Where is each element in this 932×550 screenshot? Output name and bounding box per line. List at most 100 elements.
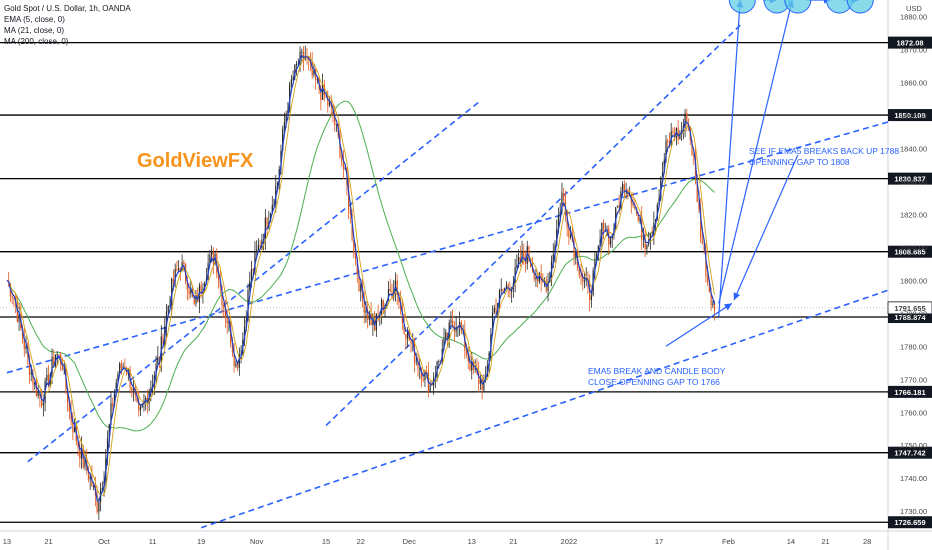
candle-body: [238, 354, 240, 368]
projection-circle[interactable]: [784, 0, 812, 14]
chart-title: Gold Spot / U.S. Dollar, 1h, OANDA: [4, 4, 131, 13]
current-price-tag[interactable]: [887, 301, 932, 315]
candle-body: [406, 329, 409, 339]
projection-arrow-down[interactable]: [718, 0, 744, 317]
candle-body: [344, 168, 346, 170]
current-price-label: 1791.655: [894, 304, 925, 313]
candle-body: [396, 280, 398, 296]
candle-body: [224, 307, 227, 318]
candle-body: [563, 192, 565, 200]
candle-body: [176, 268, 178, 271]
candle-body: [389, 289, 391, 292]
ema5-line[interactable]: [6, 54, 716, 502]
channel-line[interactable]: [27, 101, 480, 463]
indicator-ma200[interactable]: MA (200, close, 0): [4, 37, 69, 46]
y-tick-label: 1770.00: [900, 375, 927, 384]
x-tick-label: 14: [787, 537, 795, 546]
candle-body: [417, 361, 419, 369]
candle-body: [295, 64, 298, 66]
candle-body: [516, 265, 518, 268]
candle-body: [583, 280, 586, 282]
candle-body: [47, 374, 50, 387]
candle-body: [684, 113, 686, 127]
candle-body: [474, 368, 476, 370]
x-tick-label: 13: [468, 537, 476, 546]
candle-body: [700, 209, 702, 239]
candle-body: [568, 227, 570, 238]
candle-body: [53, 357, 55, 366]
level-price-tag[interactable]: [888, 36, 932, 49]
candle-body: [93, 486, 95, 488]
price-axis[interactable]: 1872.081850.1081830.8371808.6851788.8741…: [887, 12, 932, 529]
projection-circle[interactable]: [763, 0, 791, 14]
annotation-upper-line1: SEE IF EMA5 BREAKS BACK UP 1788: [749, 146, 899, 156]
candle-body: [667, 140, 669, 142]
candle-body: [710, 292, 712, 306]
projection-circle[interactable]: [825, 0, 853, 14]
channel-line[interactable]: [200, 289, 889, 529]
y-tick-label: 1760.00: [900, 408, 927, 417]
level-price-tag[interactable]: [888, 245, 932, 258]
candle-body: [132, 388, 135, 391]
candle-body: [528, 246, 530, 262]
candle-body: [701, 238, 704, 245]
candle-body: [119, 363, 121, 374]
projection-circle[interactable]: [846, 0, 874, 14]
level-price-tag[interactable]: [888, 516, 932, 529]
candle-body: [257, 245, 260, 250]
level-price-tag[interactable]: [888, 446, 932, 459]
candle-body: [637, 213, 639, 221]
candle-body: [703, 244, 705, 251]
ma21-line[interactable]: [6, 55, 716, 496]
candle-body: [226, 317, 228, 324]
candle-body: [708, 282, 710, 293]
candle-body: [349, 209, 351, 215]
candle-body: [382, 300, 384, 311]
level-price-tag[interactable]: [888, 109, 932, 122]
level-price-tag[interactable]: [888, 172, 932, 185]
projection-arrow-up[interactable]: [718, 0, 795, 304]
support-resistance-levels: [0, 41, 888, 523]
candle-body: [58, 354, 60, 356]
channel-line[interactable]: [6, 121, 889, 374]
candle-body: [642, 238, 645, 240]
candle-body: [616, 205, 619, 208]
indicator-ema[interactable]: EMA (5, close, 0): [4, 15, 65, 24]
candle-body: [471, 361, 473, 371]
candle-body: [606, 228, 608, 230]
candle-body: [604, 229, 606, 231]
candle-body: [178, 268, 180, 271]
candle-body: [517, 257, 520, 266]
projection-circle[interactable]: [728, 0, 756, 14]
candle-body: [323, 84, 325, 96]
candle-body: [46, 374, 48, 381]
y-tick-label: 1820.00: [900, 210, 927, 219]
candle-body: [138, 401, 140, 411]
candle-body: [351, 214, 353, 240]
candle-body: [209, 254, 211, 264]
level-price-label: 1850.108: [894, 111, 925, 120]
candle-body: [564, 199, 567, 212]
currency-label[interactable]: USD: [906, 4, 922, 13]
candle-body: [377, 313, 379, 315]
candle-body: [243, 326, 246, 341]
candle-body: [172, 278, 175, 282]
time-axis[interactable]: 13 21 Oct 11 19 Nov 15 22 Dec 13 21 2022 17 Feb 14 21 28: [3, 537, 872, 546]
ema-layer: [6, 54, 716, 502]
level-price-tag[interactable]: [888, 385, 932, 398]
candle-body: [658, 198, 660, 205]
indicator-ma21[interactable]: MA (21, close, 0): [4, 26, 64, 35]
annotation-pointer-lower[interactable]: [665, 302, 733, 347]
candle-body: [561, 192, 563, 212]
y-tick-label: 1740.00: [900, 474, 927, 483]
candle-body: [115, 382, 117, 394]
y-tick-label: 1830.00: [900, 177, 927, 186]
candle-body: [25, 346, 27, 349]
candle-body: [507, 284, 509, 288]
channel-line[interactable]: [325, 22, 743, 427]
annotation-pointer-upper[interactable]: [733, 154, 799, 301]
candle-body: [533, 271, 535, 280]
candle-body: [356, 258, 358, 275]
candle-body: [358, 274, 360, 292]
